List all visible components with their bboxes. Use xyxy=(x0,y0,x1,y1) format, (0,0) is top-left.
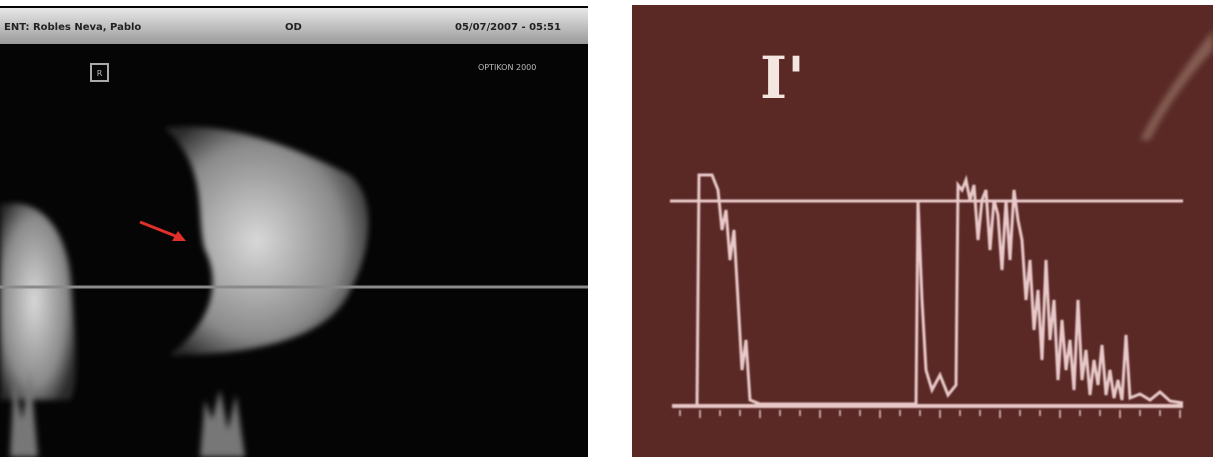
a-scan-panel: I' xyxy=(632,5,1213,457)
device-label: OPTIKON 2000 xyxy=(478,63,536,72)
figure: ENT: Robles Neva, Pablo OD 05/07/2007 - … xyxy=(0,0,1213,457)
b-scan-panel: ENT: Robles Neva, Pablo OD 05/07/2007 - … xyxy=(0,6,588,457)
scan-label: I' xyxy=(760,44,805,112)
exam-date: 05/07/2007 - 05:51 xyxy=(455,22,561,33)
page: ENT: Robles Neva, Pablo OD 05/07/2007 - … xyxy=(0,0,1213,457)
a-scan-background xyxy=(632,5,1213,457)
marker-label: R xyxy=(97,69,103,78)
patient-name: ENT: Robles Neva, Pablo xyxy=(4,22,141,33)
eye-label: OD xyxy=(285,22,302,33)
